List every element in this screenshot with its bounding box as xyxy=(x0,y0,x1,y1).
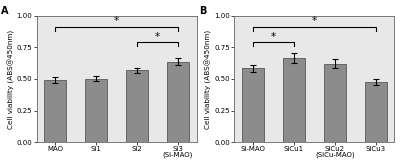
Text: A: A xyxy=(1,6,9,16)
Text: *: * xyxy=(271,32,276,42)
Text: *: * xyxy=(312,16,317,26)
Bar xyxy=(283,58,305,142)
Text: *: * xyxy=(155,32,160,42)
Bar xyxy=(85,79,107,142)
Text: B: B xyxy=(199,6,207,16)
Bar xyxy=(365,82,387,142)
Bar xyxy=(324,63,346,142)
Bar xyxy=(167,62,189,142)
Y-axis label: Cell viability (ABS@450nm): Cell viability (ABS@450nm) xyxy=(205,29,212,129)
Bar xyxy=(242,68,264,142)
Text: *: * xyxy=(114,16,119,26)
Bar xyxy=(126,70,148,142)
Y-axis label: Cell viability (ABS@450nm): Cell viability (ABS@450nm) xyxy=(7,29,14,129)
Bar xyxy=(44,80,66,142)
